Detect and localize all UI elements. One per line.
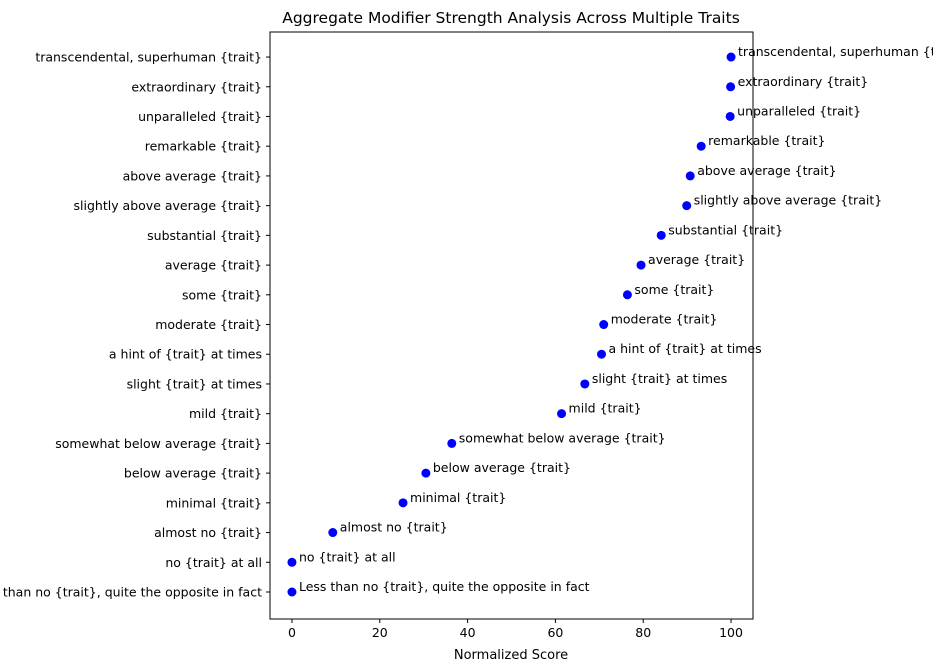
y-tick-label: average {trait}: [165, 258, 262, 273]
data-point: [580, 379, 590, 389]
data-label: no {trait} at all: [299, 549, 396, 564]
data-label: almost no {trait}: [340, 520, 448, 535]
y-tick-label: substantial {trait}: [147, 228, 262, 243]
y-tick-label: transcendental, superhuman {trait}: [35, 50, 262, 65]
x-tick-label: 80: [635, 625, 651, 640]
data-label: below average {trait}: [433, 460, 571, 475]
data-label: average {trait}: [648, 252, 745, 267]
data-point: [421, 468, 431, 478]
y-tick-label: no {trait} at all: [165, 555, 262, 570]
y-tick-label: unparalleled {trait}: [138, 109, 262, 124]
y-axis: Less than no {trait}, quite the opposite…: [0, 50, 270, 600]
data-point: [656, 230, 666, 240]
data-point: [636, 260, 646, 270]
y-tick-label: some {trait}: [182, 287, 262, 302]
data-label: unparalleled {trait}: [737, 103, 861, 118]
data-label: somewhat below average {trait}: [459, 430, 666, 445]
x-axis-label: Normalized Score: [454, 648, 568, 663]
y-tick-label: above average {trait}: [123, 168, 262, 183]
y-tick-label: slightly above average {trait}: [74, 198, 263, 213]
y-tick-label: Less than no {trait}, quite the opposite…: [0, 585, 262, 600]
data-point: [726, 82, 736, 92]
data-label: transcendental, superhuman {trait}: [738, 44, 933, 59]
data-point: [599, 320, 609, 330]
y-tick-label: mild {trait}: [189, 406, 262, 421]
data-point: [726, 52, 736, 62]
x-tick-label: 60: [547, 625, 563, 640]
y-tick-label: extraordinary {trait}: [131, 79, 262, 94]
data-points: [287, 52, 736, 597]
y-tick-label: a hint of {trait} at times: [109, 347, 262, 362]
data-point: [682, 201, 692, 211]
x-tick-label: 0: [288, 625, 296, 640]
data-point: [398, 498, 408, 508]
data-label: a hint of {trait} at times: [609, 341, 762, 356]
data-point: [597, 349, 607, 359]
data-label: remarkable {trait}: [708, 133, 825, 148]
data-label: Less than no {trait}, quite the opposite…: [299, 579, 590, 594]
chart-title: Aggregate Modifier Strength Analysis Acr…: [282, 9, 740, 27]
data-point: [696, 141, 706, 151]
data-point: [287, 587, 297, 597]
x-tick-label: 100: [719, 625, 743, 640]
data-label: slight {trait} at times: [592, 371, 727, 386]
data-label: mild {trait}: [569, 401, 642, 416]
y-tick-label: slight {trait} at times: [127, 376, 262, 391]
data-label: above average {trait}: [697, 163, 836, 178]
data-labels: Less than no {trait}, quite the opposite…: [299, 44, 933, 594]
data-label: moderate {trait}: [611, 312, 718, 327]
x-tick-label: 20: [372, 625, 388, 640]
x-tick-label: 40: [460, 625, 476, 640]
x-axis: 0 20 40 60 80 100: [288, 619, 743, 640]
data-label: slightly above average {trait}: [694, 193, 883, 208]
y-tick-label: minimal {trait}: [166, 495, 262, 510]
y-tick-label: below average {trait}: [124, 466, 262, 481]
data-label: extraordinary {trait}: [738, 74, 869, 89]
data-point: [447, 438, 457, 448]
data-point: [557, 409, 567, 419]
data-point: [287, 557, 297, 567]
data-point: [622, 290, 632, 300]
y-tick-label: almost no {trait}: [154, 525, 262, 540]
data-point: [725, 111, 735, 121]
plot-area-frame: [269, 31, 754, 620]
data-point: [328, 528, 338, 538]
data-label: some {trait}: [634, 282, 714, 297]
y-tick-label: somewhat below average {trait}: [55, 436, 262, 451]
data-point: [685, 171, 695, 181]
data-label: minimal {trait}: [410, 490, 506, 505]
data-label: substantial {trait}: [668, 222, 783, 237]
y-tick-label: moderate {trait}: [155, 317, 262, 332]
y-tick-label: remarkable {trait}: [145, 139, 262, 154]
